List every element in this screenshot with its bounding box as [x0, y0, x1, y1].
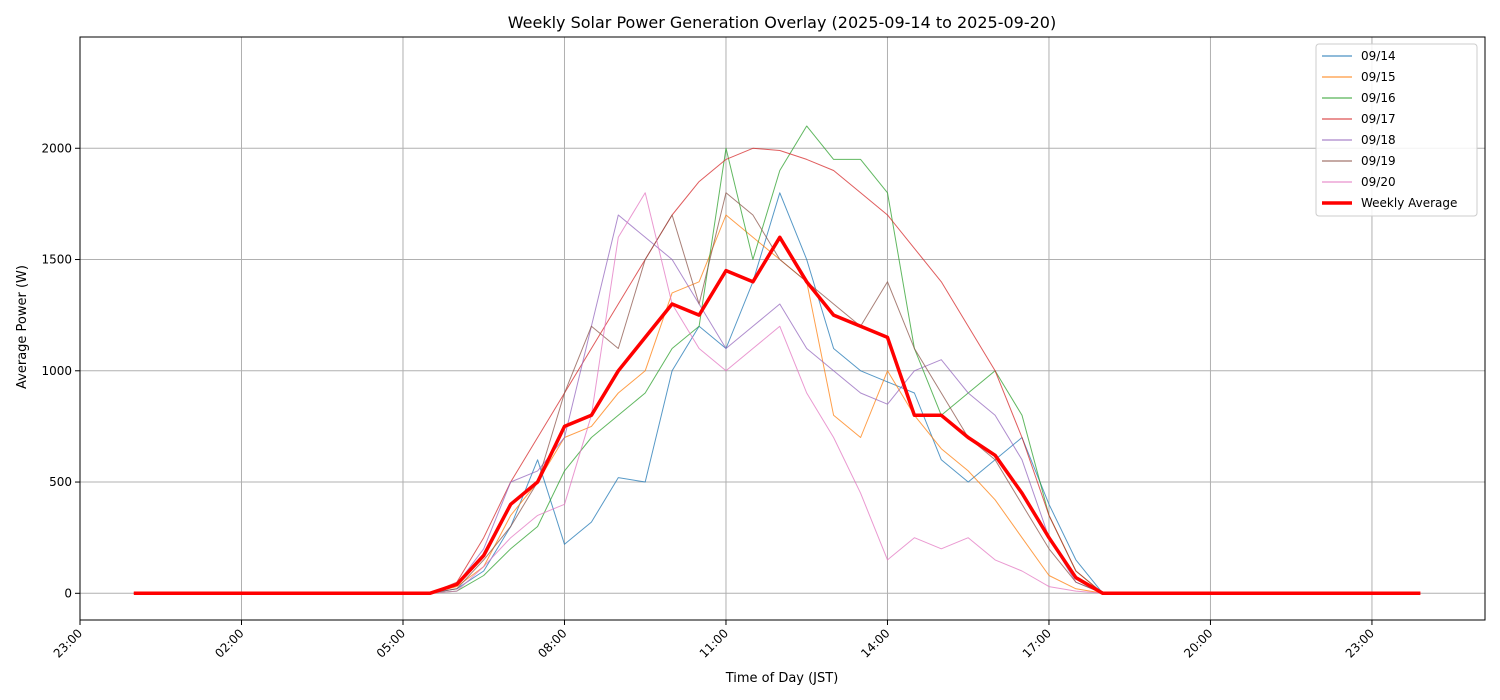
x-tick-label: 11:00	[697, 626, 731, 660]
series-line-09-18	[133, 214, 1421, 594]
y-tick-label: 500	[49, 475, 72, 489]
series-line-09-19	[133, 192, 1421, 594]
series-line-09-16	[133, 125, 1421, 594]
x-tick-label: 23:00	[1343, 626, 1377, 660]
legend-label: 09/15	[1361, 70, 1396, 84]
y-axis-label: Average Power (W)	[15, 265, 30, 389]
legend-label: 09/16	[1361, 91, 1396, 105]
y-tick-label: 1000	[41, 364, 72, 378]
x-tick-label: 23:00	[51, 626, 85, 660]
x-tick-label: 20:00	[1181, 626, 1215, 660]
chart-title: Weekly Solar Power Generation Overlay (2…	[508, 13, 1056, 32]
legend-box	[1315, 43, 1478, 217]
legend-label: 09/20	[1361, 175, 1396, 189]
plot-frame	[79, 36, 1486, 621]
series-line-09-14	[133, 192, 1421, 594]
series-line-09-15	[133, 214, 1421, 594]
series-group	[133, 125, 1421, 596]
x-tick-label: 05:00	[374, 626, 408, 660]
x-tick-label: 02:00	[212, 626, 246, 660]
y-axis-ticks: 0 500 1000 1500 2000	[41, 141, 80, 600]
x-tick-label: 14:00	[858, 626, 892, 660]
x-tick-label: 08:00	[535, 626, 569, 660]
legend-label: Weekly Average	[1361, 196, 1457, 210]
legend-label: 09/19	[1361, 154, 1396, 168]
legend-label: 09/14	[1361, 49, 1396, 63]
y-tick-label: 1500	[41, 253, 72, 267]
x-axis-ticks: 23:00 02:00 05:00 08:00 11:00 14:00 17:00 20:00…	[51, 620, 1377, 661]
series-line-09-20	[133, 192, 1421, 594]
x-tick-label: 17:00	[1020, 626, 1054, 660]
series-line-weekly-average	[133, 235, 1421, 596]
grid	[79, 37, 1485, 620]
legend-label: 09/17	[1361, 112, 1396, 126]
y-tick-label: 2000	[41, 141, 72, 155]
y-tick-label: 0	[64, 586, 72, 600]
legend: 09/14 09/15 09/16 09/17 09/18 09/19 09/20 Weekl…	[1315, 43, 1478, 217]
legend-label: 09/18	[1361, 133, 1396, 147]
x-axis-label: Time of Day (JST)	[725, 671, 839, 686]
